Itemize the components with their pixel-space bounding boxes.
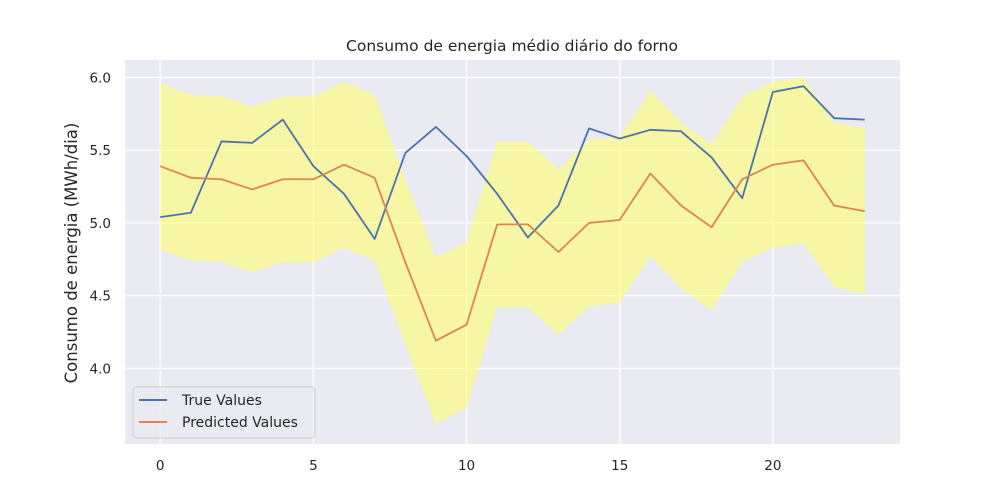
confidence-band	[160, 77, 865, 424]
true-values-line	[160, 85, 865, 240]
legend: True Values Predicted Values	[132, 386, 316, 439]
band-area	[160, 77, 865, 424]
y-tick-label: 5.5	[90, 143, 111, 159]
y-axis-label: Consumo de energia (MWh/dia)	[62, 123, 81, 384]
x-tick-label: 5	[309, 458, 318, 474]
legend-box	[132, 386, 316, 439]
y-axis-ticks: 4.0 4.5 5.0 5.5 6.0	[90, 70, 111, 377]
y-tick-label: 4.5	[90, 289, 111, 305]
y-tick-label: 4.0	[90, 361, 111, 377]
predicted-values-line	[159, 159, 865, 342]
chart-title: Consumo de energia médio diário do forno	[346, 37, 678, 55]
y-tick-label: 5.0	[90, 216, 111, 232]
x-tick-label: 0	[156, 458, 165, 474]
y-tick-label: 6.0	[90, 70, 111, 86]
x-tick-label: 15	[611, 458, 628, 474]
x-tick-label: 20	[764, 458, 781, 474]
x-tick-label: 10	[458, 458, 475, 474]
legend-label-predicted: Predicted Values	[182, 415, 298, 431]
x-axis-ticks: 0 5 10 15 20	[156, 458, 782, 474]
legend-label-true: True Values	[181, 393, 262, 409]
series-lines	[159, 85, 865, 342]
